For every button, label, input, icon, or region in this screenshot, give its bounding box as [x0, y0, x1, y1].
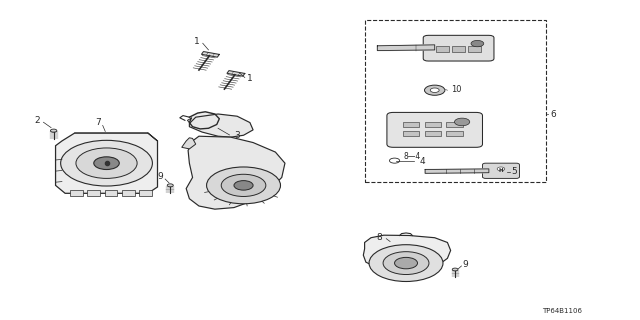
Polygon shape [227, 71, 244, 76]
Text: 9: 9 [463, 260, 468, 269]
Text: 6: 6 [550, 109, 556, 118]
Polygon shape [425, 169, 489, 173]
Circle shape [234, 180, 253, 190]
Circle shape [430, 88, 439, 92]
Bar [468, 46, 481, 52]
Bar [88, 190, 100, 196]
FancyBboxPatch shape [387, 112, 483, 147]
Text: 1: 1 [247, 74, 253, 83]
Circle shape [207, 167, 280, 204]
Bar [104, 190, 117, 196]
Polygon shape [378, 45, 435, 51]
Circle shape [394, 257, 417, 269]
Bar [436, 46, 449, 52]
Polygon shape [189, 114, 253, 137]
Text: 7: 7 [95, 118, 101, 127]
Bar [70, 190, 83, 196]
Bar [139, 190, 152, 196]
Polygon shape [56, 133, 157, 193]
Circle shape [452, 268, 458, 271]
Circle shape [76, 148, 137, 178]
Bar [403, 131, 419, 136]
Polygon shape [202, 52, 220, 57]
Polygon shape [189, 112, 220, 129]
Bar [365, 20, 546, 182]
Bar [446, 122, 463, 127]
Circle shape [454, 118, 470, 126]
Circle shape [221, 174, 266, 196]
FancyBboxPatch shape [483, 163, 520, 178]
Text: 5: 5 [511, 167, 517, 176]
Polygon shape [364, 235, 451, 272]
Text: 4: 4 [419, 157, 425, 166]
Circle shape [424, 85, 445, 95]
Bar [424, 122, 441, 127]
Text: TP64B1106: TP64B1106 [542, 308, 582, 314]
Circle shape [471, 40, 484, 47]
Circle shape [94, 157, 119, 170]
Bar [403, 122, 419, 127]
Circle shape [51, 129, 57, 132]
Bar [424, 131, 441, 136]
Bar [122, 190, 134, 196]
Circle shape [167, 184, 173, 187]
Text: 9: 9 [158, 172, 164, 181]
Text: 1: 1 [194, 37, 200, 46]
Text: 8: 8 [376, 233, 382, 242]
FancyBboxPatch shape [423, 35, 494, 61]
Text: 8—4: 8—4 [404, 152, 421, 161]
Bar [446, 131, 463, 136]
Circle shape [369, 245, 443, 282]
Text: H: H [499, 168, 503, 173]
Text: 2: 2 [35, 116, 40, 125]
Circle shape [61, 140, 152, 186]
Bar [452, 46, 465, 52]
Polygon shape [186, 136, 285, 209]
Polygon shape [182, 138, 196, 149]
Circle shape [497, 167, 505, 171]
Circle shape [383, 252, 429, 275]
Text: 10: 10 [451, 85, 462, 94]
Text: 3: 3 [234, 132, 240, 140]
